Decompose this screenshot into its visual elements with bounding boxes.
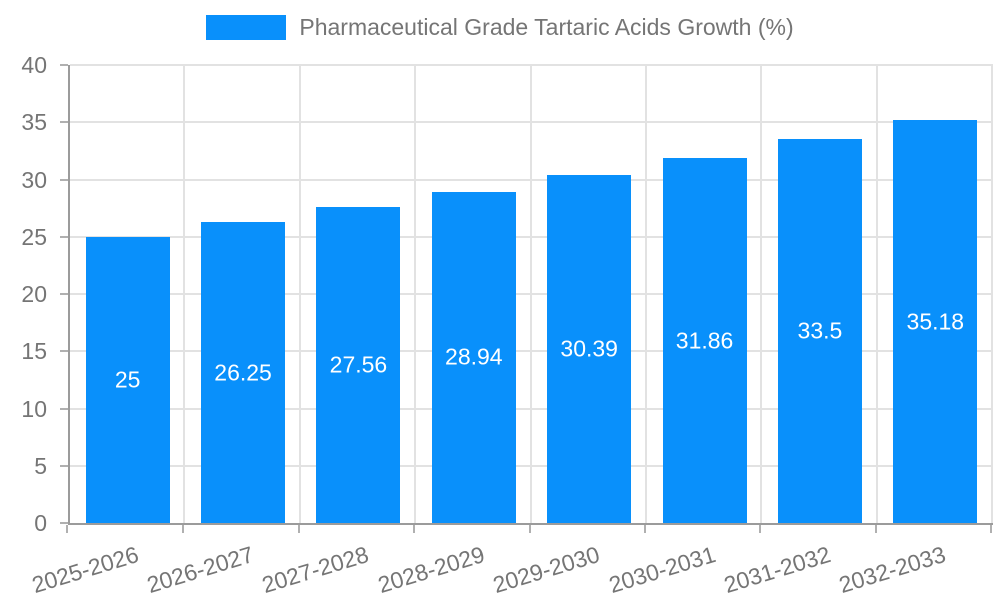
y-axis-tick-mark <box>60 64 68 66</box>
y-axis-tick-label: 0 <box>34 510 47 536</box>
x-axis-tick-mark <box>413 525 416 533</box>
gridline-horizontal <box>70 235 993 238</box>
gridline-vertical <box>414 65 417 523</box>
x-axis-tick-mark <box>182 525 185 533</box>
bar-value-label: 30.39 <box>560 335 618 362</box>
gridline-horizontal <box>70 293 993 295</box>
gridline-horizontal <box>70 350 993 353</box>
legend-label[interactable]: Pharmaceutical Grade Tartaric Acids Grow… <box>299 14 794 40</box>
gridline-vertical <box>644 65 647 523</box>
y-axis-tick-label: 15 <box>21 338 47 365</box>
bar: 28.94 <box>431 191 516 523</box>
gridline-vertical <box>991 65 993 523</box>
y-axis-tick-mark <box>60 235 68 238</box>
bar-value-label: 26.25 <box>214 359 272 386</box>
x-axis-tick-mark <box>643 525 646 533</box>
y-axis-tick-mark <box>60 178 68 181</box>
y-axis-tick-label: 40 <box>21 52 47 78</box>
bar: 35.18 <box>893 120 978 523</box>
bar: 27.56 <box>316 207 401 523</box>
plot-area: 25 26.25 27.56 28.94 30.39 31.86 33.5 35.18 <box>68 64 993 525</box>
x-axis-tick-mark <box>528 525 531 533</box>
bar-value-label: 31.86 <box>675 327 734 354</box>
bar: 25 <box>85 236 170 523</box>
gridline-vertical <box>760 65 763 523</box>
y-axis-tick-mark <box>60 522 68 524</box>
x-axis-tick-mark <box>874 525 877 533</box>
y-axis-tick-label: 5 <box>34 452 47 479</box>
gridline-vertical <box>298 65 301 523</box>
gridline-horizontal <box>70 121 993 124</box>
bar-value-label: 35.18 <box>906 308 965 335</box>
x-axis-tick-mark <box>66 525 68 533</box>
gridline-vertical <box>875 65 878 523</box>
gridline-vertical <box>183 65 186 523</box>
y-axis-tick-mark <box>60 464 68 467</box>
y-axis-tick-label: 35 <box>21 109 47 136</box>
x-axis-tick-mark <box>297 525 300 533</box>
y-axis-tick-label: 10 <box>21 395 47 422</box>
bar: 31.86 <box>662 158 747 523</box>
y-axis-tick-label: 30 <box>21 166 47 193</box>
gridline-vertical <box>529 65 532 523</box>
bar-value-label: 33.5 <box>797 317 843 344</box>
bar: 33.5 <box>777 139 862 523</box>
y-axis-tick-mark <box>60 407 68 410</box>
gridline-horizontal <box>70 64 993 66</box>
bar-value-label: 25 <box>114 366 141 393</box>
y-axis-tick-mark <box>60 293 68 295</box>
gridline-horizontal <box>70 407 993 410</box>
y-axis-tick-mark <box>60 121 68 124</box>
y-axis-tick-label: 20 <box>21 281 47 307</box>
bar-value-label: 28.94 <box>445 343 503 370</box>
gridline-horizontal <box>70 178 993 181</box>
bar: 30.39 <box>547 175 632 523</box>
y-axis-tick-mark <box>60 350 68 353</box>
x-axis-tick-mark <box>759 525 762 533</box>
legend-swatch[interactable] <box>206 15 287 40</box>
legend: Pharmaceutical Grade Tartaric Acids Grow… <box>0 14 1000 41</box>
gridline-horizontal <box>70 464 993 467</box>
y-axis-tick-label: 25 <box>21 223 47 250</box>
bar: 26.25 <box>201 222 286 523</box>
bar-value-label: 27.56 <box>329 351 388 378</box>
x-axis-tick-mark <box>990 525 992 533</box>
